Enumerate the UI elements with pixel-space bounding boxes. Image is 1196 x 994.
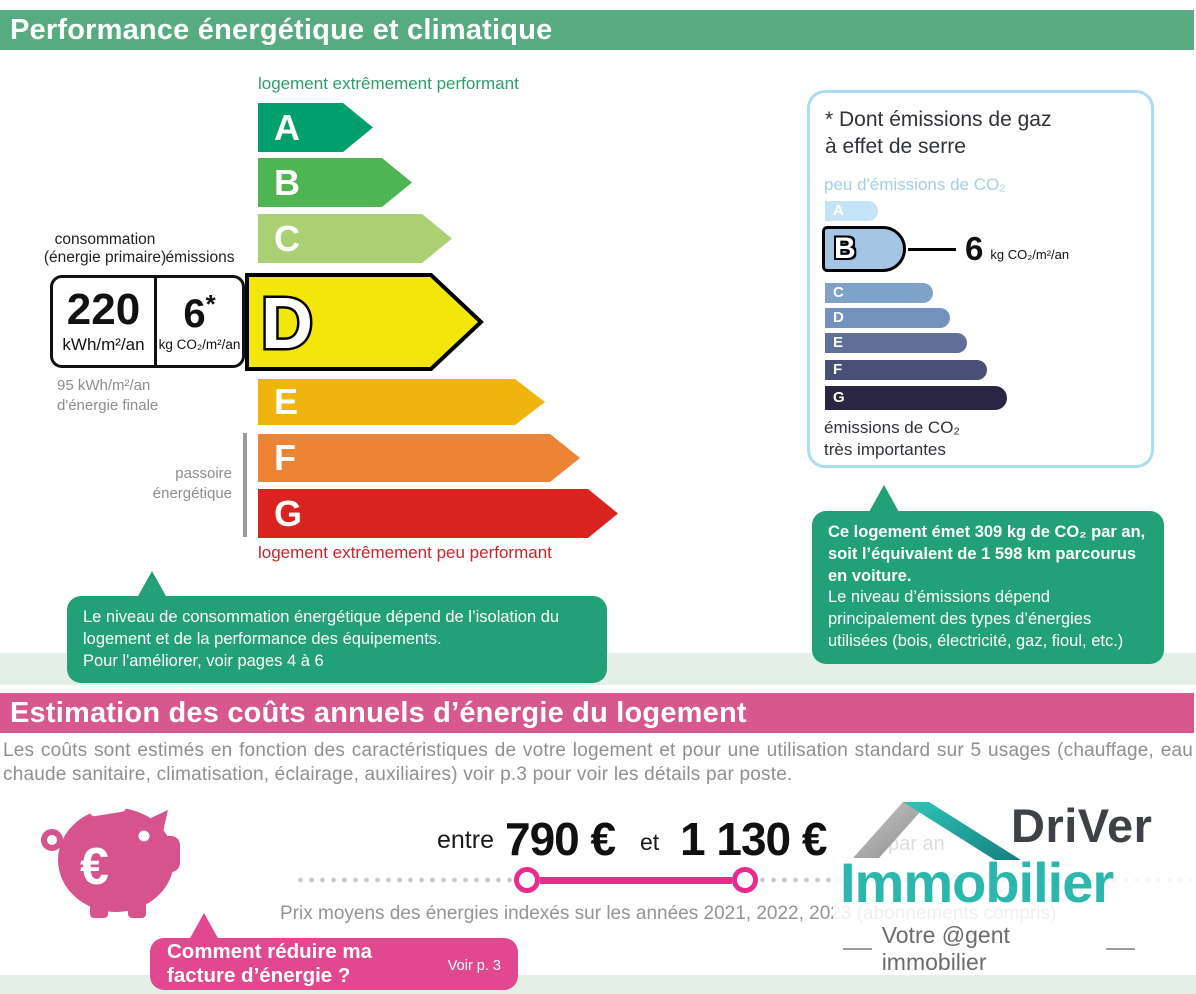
energy-grade-letter-b: B: [274, 161, 300, 203]
emissions-unit: kg CO₂/m²/an: [158, 337, 241, 352]
ges-grade-bar-f: F: [825, 360, 987, 380]
piggy-ear: [138, 810, 168, 836]
range-end-marker: [732, 867, 758, 893]
ges-connector-line: [908, 247, 956, 251]
emissions-cell: 6* kg CO₂/m²/an: [157, 278, 242, 365]
cost-range-line: [540, 877, 732, 884]
ges-tooltip: Ce logement émet 309 kg de CO₂ par an, s…: [812, 511, 1164, 664]
energy-grade-arrow-c: C: [258, 214, 452, 263]
energy-tooltip: Le niveau de consommation énergétique dé…: [67, 596, 607, 684]
d-arrow-shape: [245, 273, 484, 371]
ges-reading-unit: kg CO₂/m²/an: [990, 246, 1070, 262]
piggy-tail: [41, 829, 63, 851]
ges-grade-letter-e: E: [833, 334, 844, 351]
emissions-value: 6*: [183, 291, 215, 334]
consumption-value: 220: [66, 285, 141, 334]
tooltip-pointer-icon: [189, 913, 219, 940]
ges-grade-letter-f: F: [833, 361, 843, 378]
energy-grade-arrow-b: B: [258, 158, 412, 207]
ges-low-label: peu d'émissions de CO₂: [824, 175, 1006, 194]
consumption-unit: kWh/m²/an: [62, 335, 145, 354]
ges-reading-value: 6: [965, 230, 984, 267]
costs-description: Les coûts sont estimés en fonction des c…: [3, 740, 1193, 785]
tagline-rule-left: [843, 948, 872, 950]
ges-grade-letter-b: B: [834, 232, 856, 265]
tagline-text: Votre @gent immobilier: [881, 922, 1010, 975]
section-header-energy: Performance énergétique et climatique: [0, 10, 1194, 50]
section-header-costs: Estimation des coûts annuels d’énergie d…: [0, 693, 1194, 733]
energy-grade-arrow-a: A: [258, 103, 373, 152]
tooltip-pointer-icon: [137, 571, 167, 598]
dpe-reading-box: 220 kWh/m²/an 6* kg CO₂/m²/an: [50, 275, 245, 368]
section-header-energy-label: Performance énergétique et climatique: [10, 14, 553, 46]
piggy-euro-symbol: €: [80, 838, 109, 896]
piggy-bank-icon: €: [41, 803, 180, 918]
emissions-asterisk: *: [205, 289, 216, 319]
ges-grade-bar-e: E: [825, 333, 967, 353]
passoire-bracket-line: [243, 433, 247, 537]
energy-grade-letter-g: G: [274, 492, 303, 534]
ges-reading: 6 kg CO₂/m²/an: [908, 226, 1069, 272]
ges-grade-bar-g: G: [825, 386, 1007, 410]
ges-grade-bar-a: A: [825, 201, 878, 221]
cost-and-label: et: [640, 829, 660, 855]
energy-grade-letter-e: E: [274, 381, 299, 422]
ges-grade-bar-d: D: [825, 308, 950, 328]
energy-grade-arrow-d-current: D: [245, 273, 484, 371]
consumption-cell: 220 kWh/m²/an: [53, 278, 157, 365]
ges-tooltip-bold: Ce logement émet 309 kg de CO₂ par an, s…: [828, 523, 1146, 585]
cost-min-value: 790 €: [505, 813, 616, 865]
energy-tooltip-more: Pour l'améliorer, voir pages 4 à 6: [83, 651, 324, 670]
ges-grade-bar-b-current: B: [822, 226, 906, 272]
logo-tagline: Votre @gent immobilier: [843, 922, 1135, 976]
ges-title: * Dont émissions de gaz à effet de serre: [825, 108, 1052, 159]
tooltip-pointer-icon: [869, 485, 899, 512]
ges-grade-letter-c: C: [833, 284, 844, 301]
tagline-rule-right: [1106, 948, 1135, 950]
emissions-label: émissions: [165, 249, 235, 266]
piggy-snout: [160, 836, 180, 872]
energy-grade-letter-a: A: [274, 106, 300, 148]
reduce-bill-page-ref: Voir p. 3: [447, 958, 501, 974]
ges-high-label: émissions de CO₂ très importantes: [824, 418, 961, 460]
piggy-eye: [138, 830, 150, 842]
energy-grade-letter-c: C: [274, 217, 300, 259]
cost-max-value: 1 130 €: [680, 813, 827, 865]
energy-grade-arrow-e: E: [258, 379, 545, 425]
ges-grade-letter-a: A: [833, 202, 844, 219]
ges-grade-letter-g: G: [833, 389, 845, 406]
roof-icon: [853, 802, 1021, 860]
energy-grade-arrow-g: G: [258, 489, 618, 538]
ges-tooltip-normal: Le niveau d’émissions dépend principalem…: [828, 588, 1124, 650]
energy-grade-letter-f: F: [274, 437, 296, 478]
energy-tooltip-main: Le niveau de consommation énergétique dé…: [83, 608, 560, 648]
ges-grade-bar-c: C: [825, 283, 933, 303]
logo-name-immobilier: Immobilier: [840, 851, 1114, 914]
energy-grade-letter-d: D: [261, 284, 313, 364]
piggy-coin-slot: [90, 803, 126, 817]
emissions-number: 6: [183, 292, 206, 336]
ges-grade-letter-d: D: [833, 309, 844, 326]
section-header-costs-label: Estimation des coûts annuels d’énergie d…: [10, 697, 747, 729]
energy-grade-arrow-f: F: [258, 434, 580, 482]
scale-top-label: logement extrêmement performant: [258, 74, 519, 93]
agency-logo: DriVer Immobilier Votre @gent immobilier: [833, 786, 1196, 975]
final-energy-note: 95 kWh/m²/an d'énergie finale: [57, 377, 159, 415]
consumption-label: consommation (énergie primaire): [43, 231, 167, 267]
scale-bottom-label: logement extrêmement peu performant: [258, 543, 552, 562]
logo-name-driver: DriVer: [1011, 799, 1153, 852]
reduce-bill-question: Comment réduire ma facture d’énergie ?: [167, 940, 373, 987]
passoire-label: passoire énergétique: [152, 465, 232, 503]
range-start-marker: [514, 867, 540, 893]
cost-between-label: entre: [437, 826, 494, 854]
reduce-bill-tooltip: Comment réduire ma facture d’énergie ? V…: [150, 938, 518, 990]
